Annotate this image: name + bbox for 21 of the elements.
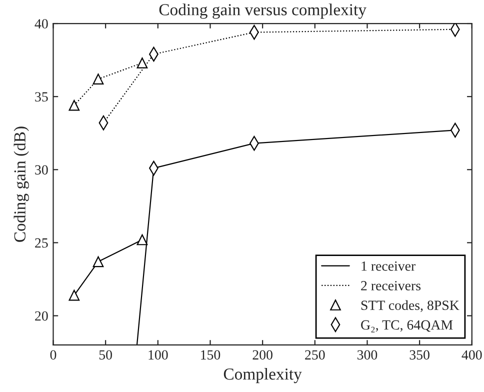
legend-label: 2 receivers [361,281,421,290]
x-tick-label: 150 [201,350,220,360]
x-tick-label: 400 [462,350,482,360]
x-tick-label: 350 [410,350,430,360]
x-tick-label: 100 [148,350,168,360]
y-axis-title: Coding gain (dB) [14,126,29,242]
legend-label: G₂, TC, 64QAM [361,320,453,332]
legend-label: STT codes, 8PSK [361,300,460,312]
y-tick-label: 35 [35,92,48,102]
x-axis-title: Complexity [224,368,302,384]
x-tick-label: 0 [50,350,56,360]
x-tick-label: 250 [305,350,325,360]
y-tick-label: 25 [35,238,48,248]
x-tick-label: 200 [252,350,272,360]
x-tick-label: 50 [99,350,112,360]
chart-title: Coding gain versus complexity [159,4,366,19]
legend-label: 1 receiver [362,261,416,271]
y-tick-label: 40 [34,19,48,28]
x-tick-label: 300 [357,350,378,360]
y-tick-label: 20 [35,311,48,321]
y-tick-label: 30 [35,165,48,175]
